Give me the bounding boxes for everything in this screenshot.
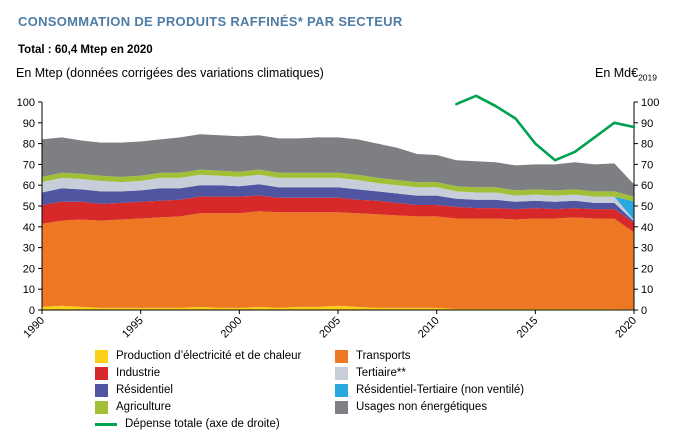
depense-totale-line-swatch bbox=[95, 422, 117, 426]
right-tick-label: 90 bbox=[641, 118, 653, 130]
legend-column-right: Transports Tertiaire** Résidentiel-Terti… bbox=[335, 349, 524, 431]
right-tick-label: 0 bbox=[641, 305, 647, 317]
x-tick-label: 1995 bbox=[120, 315, 146, 341]
electricite-swatch bbox=[95, 349, 108, 363]
right-tick-label: 80 bbox=[641, 139, 653, 151]
legend-label: Tertiaire** bbox=[356, 367, 406, 379]
x-tick-label: 2005 bbox=[317, 315, 343, 341]
left-tick-label: 0 bbox=[29, 305, 35, 317]
right-tick-label: 100 bbox=[641, 97, 659, 109]
legend-item-transports: Transports bbox=[335, 349, 524, 363]
legend-item-electricite: Production d’électricité et de chaleur bbox=[95, 349, 335, 363]
left-tick-label: 20 bbox=[23, 263, 35, 275]
right-tick-label: 50 bbox=[641, 201, 653, 213]
left-tick-label: 90 bbox=[23, 118, 35, 130]
x-tick-label: 2015 bbox=[515, 315, 541, 341]
area-industrie bbox=[42, 195, 634, 233]
residentiel-swatch bbox=[95, 383, 108, 397]
tertiaire-swatch bbox=[335, 366, 348, 380]
legend-label: Résidentiel bbox=[116, 384, 173, 396]
legend-item-industrie: Industrie bbox=[95, 366, 335, 380]
legend-label: Agriculture bbox=[116, 401, 171, 413]
legend-item-depense-totale: Dépense totale (axe de droite) bbox=[95, 417, 335, 431]
area-elec bbox=[42, 305, 634, 310]
left-axis-unit-label: En Mtep (données corrigées des variation… bbox=[16, 66, 324, 80]
right-tick-label: 40 bbox=[641, 222, 653, 234]
total-subtitle: Total : 60,4 Mtep en 2020 bbox=[18, 44, 153, 56]
left-tick-label: 40 bbox=[23, 222, 35, 234]
industrie-swatch bbox=[95, 366, 108, 380]
x-tick-label: 2000 bbox=[219, 315, 245, 341]
chart-legend: Production d’électricité et de chaleur I… bbox=[95, 349, 524, 431]
area-usages bbox=[42, 134, 634, 197]
transports-swatch bbox=[335, 349, 348, 363]
left-tick-label: 100 bbox=[17, 97, 35, 109]
legend-label: Résidentiel-Tertiaire (non ventilé) bbox=[356, 384, 525, 396]
legend-item-tertiaire: Tertiaire** bbox=[335, 366, 524, 380]
legend-item-agriculture: Agriculture bbox=[95, 400, 335, 414]
page-title: CONSOMMATION DE PRODUITS RAFFINÉS* PAR S… bbox=[18, 14, 403, 29]
x-tick-label: 2010 bbox=[416, 315, 442, 341]
right-axis-unit-label: En Md€2019 bbox=[594, 66, 657, 83]
legend-item-residentiel: Résidentiel bbox=[95, 383, 335, 397]
legend-label: Industrie bbox=[116, 367, 161, 379]
area-residentiel bbox=[42, 184, 634, 223]
right-tick-label: 60 bbox=[641, 180, 653, 192]
left-tick-label: 10 bbox=[23, 284, 35, 296]
residentiel-tertiaire-nv-swatch bbox=[335, 383, 348, 397]
area-tertiaire bbox=[42, 174, 634, 222]
x-tick-label: 2020 bbox=[613, 315, 639, 341]
legend-label: Dépense totale (axe de droite) bbox=[125, 418, 280, 430]
legend-label: Production d’électricité et de chaleur bbox=[116, 350, 302, 362]
left-tick-label: 30 bbox=[23, 243, 35, 255]
depense-totale-line bbox=[455, 94, 636, 162]
area-transports bbox=[42, 211, 634, 310]
legend-label: Transports bbox=[356, 350, 411, 362]
legend-item-usages-non-energetiques: Usages non énergétiques bbox=[335, 400, 524, 414]
usages-non-energetiques-swatch bbox=[335, 400, 348, 414]
left-tick-label: 60 bbox=[23, 180, 35, 192]
x-tick-label: 1990 bbox=[21, 315, 47, 341]
legend-column-left: Production d’électricité et de chaleur I… bbox=[95, 349, 335, 431]
left-tick-label: 50 bbox=[23, 201, 35, 213]
left-tick-label: 70 bbox=[23, 159, 35, 171]
left-tick-label: 80 bbox=[23, 139, 35, 151]
agriculture-swatch bbox=[95, 400, 108, 414]
area-agriculture bbox=[42, 169, 634, 202]
right-tick-label: 10 bbox=[641, 284, 653, 296]
legend-label: Usages non énergétiques bbox=[356, 401, 488, 413]
legend-item-residentiel-tertiaire-nv: Résidentiel-Tertiaire (non ventilé) bbox=[335, 383, 524, 397]
right-tick-label: 20 bbox=[641, 263, 653, 275]
right-axis-unit-subscript: 2019 bbox=[638, 72, 657, 83]
right-tick-label: 30 bbox=[641, 243, 653, 255]
right-tick-label: 70 bbox=[641, 159, 653, 171]
